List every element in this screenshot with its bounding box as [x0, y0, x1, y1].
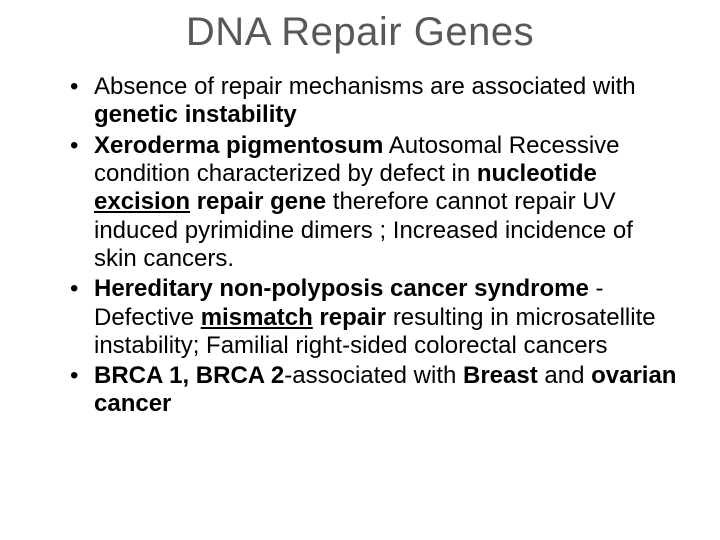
- bullet-item: Hereditary non-polyposis cancer syndrome…: [70, 275, 680, 360]
- bullet-list: Absence of repair mechanisms are associa…: [40, 73, 680, 419]
- text-run: genetic instability: [94, 101, 297, 128]
- text-run: nucleotide: [477, 160, 597, 187]
- text-run: Hereditary non-polyposis cancer syndrome: [94, 275, 589, 302]
- text-run: Breast: [463, 362, 544, 389]
- text-run: excision: [94, 188, 190, 215]
- text-run: mismatch: [201, 304, 313, 331]
- bullet-item: Xeroderma pigmentosum Autosomal Recessiv…: [70, 132, 680, 274]
- text-run: and: [544, 362, 591, 389]
- bullet-item: Absence of repair mechanisms are associa…: [70, 73, 680, 130]
- text-run: BRCA 1, BRCA 2: [94, 362, 284, 389]
- bullet-item: BRCA 1, BRCA 2-associated with Breast an…: [70, 362, 680, 419]
- page-title: DNA Repair Genes: [40, 10, 680, 55]
- text-run: Xeroderma pigmentosum: [94, 132, 383, 159]
- text-run: Absence of repair mechanisms are associa…: [94, 73, 636, 100]
- text-run: repair: [313, 304, 393, 331]
- text-run: -associated with: [284, 362, 463, 389]
- text-run: repair gene: [190, 188, 333, 215]
